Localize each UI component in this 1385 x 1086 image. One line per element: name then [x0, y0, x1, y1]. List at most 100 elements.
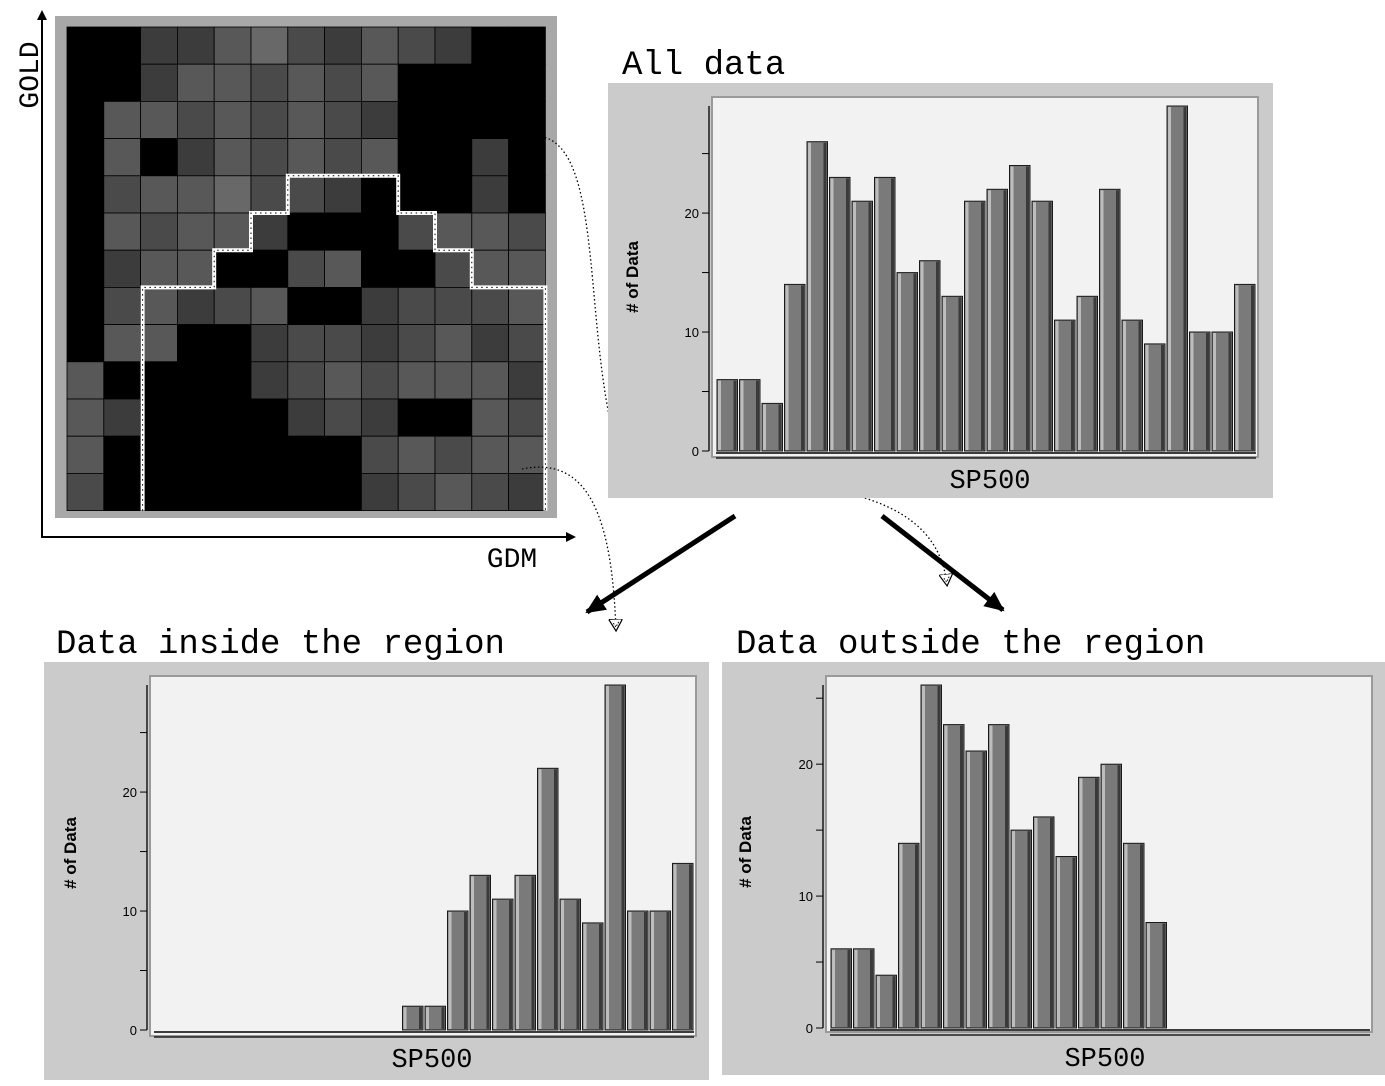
heatmap-cell	[508, 101, 546, 140]
bar-body	[1010, 829, 1032, 1029]
bar-body	[559, 898, 581, 1031]
heatmap-cell	[140, 101, 178, 140]
heatmap-cell	[176, 249, 215, 288]
heatmap-cell	[140, 472, 178, 511]
heatmap-cell	[508, 26, 546, 65]
heatmap-cell	[66, 212, 105, 251]
bar-body	[898, 842, 920, 1029]
bar	[469, 874, 491, 1031]
heatmap-cell	[508, 472, 546, 511]
heatmap-cell	[140, 212, 178, 251]
heatmap-cell	[508, 249, 546, 288]
heatmap-cell	[434, 175, 473, 214]
histogram-outside-region: Data outside the region 0 10 20 SP500 # of…	[722, 626, 1385, 1075]
bar-shadow	[823, 142, 827, 450]
heatmap-cell	[66, 175, 105, 214]
bar-shadow	[937, 686, 941, 1027]
heatmap-cell	[324, 63, 362, 102]
bar-shadow	[1117, 765, 1121, 1027]
bar-shadow	[1138, 321, 1142, 450]
heatmap-cell	[324, 138, 362, 177]
heatmap-cell	[250, 398, 289, 437]
heatmap-cell	[103, 249, 142, 288]
heatmap-cell	[140, 249, 178, 288]
heatmap-cell	[324, 101, 362, 140]
heatmap-cell	[360, 324, 399, 363]
heatmap-cell	[250, 286, 289, 325]
bar	[649, 910, 671, 1031]
bar-shadow	[576, 900, 580, 1029]
heatmap-cell	[287, 398, 325, 437]
bar-highlight	[673, 864, 677, 1029]
y-tick-label: 0	[130, 1023, 137, 1038]
bar	[402, 1005, 424, 1031]
bar-body	[941, 295, 963, 452]
bar	[943, 724, 965, 1029]
heatmap-cell	[103, 361, 142, 400]
heatmap-cell	[360, 138, 399, 177]
bar-shadow	[1003, 190, 1007, 451]
heatmap-cell	[397, 212, 436, 251]
bar-highlight	[854, 949, 858, 1027]
bar-shadow	[756, 380, 759, 450]
bar-highlight	[875, 178, 879, 450]
heatmap-cell	[176, 138, 215, 177]
bar-highlight	[448, 912, 452, 1029]
heatmap-cell	[360, 26, 399, 65]
bar-shadow	[419, 1007, 422, 1029]
bar	[514, 874, 536, 1031]
heatmap-cell	[434, 63, 473, 102]
heatmap-cell	[434, 435, 473, 474]
bar-body	[1234, 283, 1256, 452]
heatmap-cell	[360, 286, 399, 325]
heatmap-cell	[213, 26, 252, 65]
bar-shadow	[733, 380, 737, 450]
heatmap-cell	[508, 286, 546, 325]
bar-shadow	[892, 976, 896, 1027]
bar-shadow	[666, 912, 670, 1029]
bar	[1211, 331, 1233, 452]
bar-highlight	[1055, 321, 1059, 450]
heatmap-cell	[213, 286, 252, 325]
bar-highlight	[1034, 817, 1038, 1027]
bar-shadow	[1026, 166, 1029, 450]
bar-highlight	[561, 900, 564, 1029]
bar-shadow	[958, 297, 962, 450]
heatmap-cell	[250, 435, 289, 474]
heatmap-cell	[397, 472, 436, 511]
heatmap-cell	[103, 175, 142, 214]
heatmap-cell	[508, 175, 546, 214]
region-outline-dots	[142, 175, 546, 511]
bar-shadow	[1048, 202, 1052, 450]
bar-body	[627, 910, 649, 1031]
y-tick-label: 20	[123, 785, 137, 800]
bar	[1100, 763, 1122, 1029]
bar	[1166, 105, 1188, 452]
bar-highlight	[808, 142, 811, 450]
bar-body	[1031, 200, 1053, 452]
bar-highlight	[1168, 107, 1171, 450]
bar-shadow	[554, 769, 557, 1029]
bar-shadow	[1183, 107, 1187, 450]
heatmap-cell	[508, 398, 546, 437]
heatmap-cell	[471, 101, 509, 140]
heatmap-cell	[287, 63, 325, 102]
heatmap-cell	[360, 63, 399, 102]
bar-highlight	[877, 976, 880, 1027]
heatmap-cell	[66, 324, 105, 363]
heatmap-cell	[103, 324, 142, 363]
gold-axis-label: GOLD	[16, 41, 47, 108]
heatmap-cell	[250, 63, 289, 102]
bar	[1031, 200, 1053, 452]
heatmap-cell	[250, 138, 289, 177]
bar	[1189, 331, 1211, 452]
bar-shadow	[1140, 844, 1143, 1027]
heatmap-cell	[140, 398, 178, 437]
bar-shadow	[1251, 285, 1254, 450]
heatmap-cell	[66, 26, 105, 65]
heatmap-cell	[471, 286, 509, 325]
bar-body	[1189, 331, 1211, 452]
chart-ylabel: # of Data	[736, 816, 755, 888]
heatmap-cell	[508, 63, 546, 102]
